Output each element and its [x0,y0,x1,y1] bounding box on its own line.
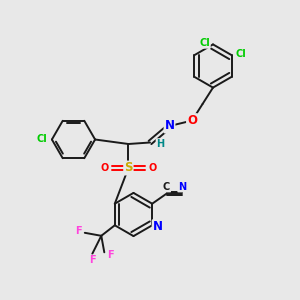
Text: C: C [163,182,170,192]
Text: F: F [89,255,96,266]
Text: F: F [76,226,82,236]
Text: N: N [178,182,186,192]
Text: O: O [187,114,197,127]
Text: O: O [148,163,157,173]
Text: F: F [107,250,114,260]
Text: Cl: Cl [37,134,48,145]
Text: H: H [156,139,165,149]
Text: N: N [164,119,175,133]
Text: Cl: Cl [235,49,246,59]
Text: Cl: Cl [199,38,210,48]
Text: O: O [100,163,109,173]
Text: N: N [153,220,163,233]
Text: S: S [124,161,133,175]
